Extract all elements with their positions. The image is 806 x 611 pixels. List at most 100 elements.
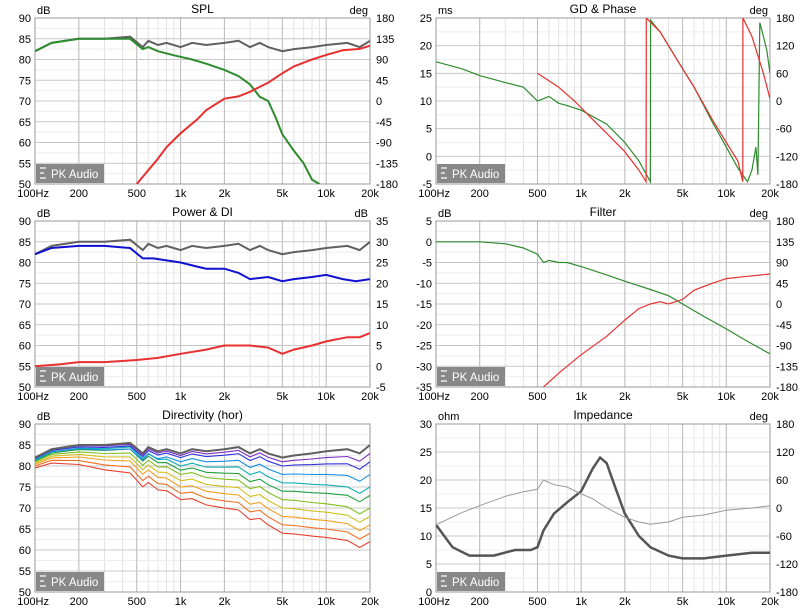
plot-frame — [435, 17, 771, 185]
series-group — [35, 35, 370, 184]
y-tick-label: 55 — [19, 566, 31, 578]
y-right-tick-label: -60 — [776, 531, 792, 543]
y-tick-label: -5 — [422, 179, 432, 191]
y-tick-label: -5 — [422, 258, 432, 270]
y-tick-label: 20 — [420, 41, 432, 53]
series-line — [35, 332, 370, 368]
y-tick-label: 80 — [19, 55, 31, 67]
chart-title: GD & Phase — [570, 2, 637, 16]
y-right-tick-label: -5 — [376, 382, 386, 394]
y-right-tick-label: 180 — [776, 216, 794, 228]
y-unit-left: ms — [438, 5, 453, 17]
watermark-box — [437, 572, 505, 591]
series-line — [537, 18, 770, 184]
y-tick-label: 90 — [19, 13, 31, 25]
x-tick-label: 1k — [175, 596, 187, 608]
y-tick-label: 60 — [19, 138, 31, 150]
chart-title: Power & DI — [172, 205, 233, 219]
y-tick-label: 55 — [19, 361, 31, 373]
y-tick-label: 25 — [420, 13, 432, 25]
y-tick-label: 85 — [19, 440, 31, 452]
y-right-tick-label: 135 — [776, 237, 794, 249]
x-tick-label: 20k — [361, 391, 379, 403]
x-tick-label: 20k — [761, 391, 779, 403]
series-line — [35, 37, 320, 184]
x-tick-label: 20k — [361, 188, 379, 200]
y-tick-label: 90 — [19, 419, 31, 431]
y-right-tick-label: 5 — [376, 341, 382, 353]
series-line — [436, 479, 770, 526]
x-tick-label: 100Hz — [418, 188, 450, 200]
y-tick-label: -20 — [416, 320, 432, 332]
y-tick-label: 10 — [420, 531, 432, 543]
y-tick-label: 80 — [19, 461, 31, 473]
x-tick-label: 200 — [471, 596, 489, 608]
plot-frame — [34, 220, 371, 388]
y-right-tick-label: 45 — [776, 278, 788, 290]
y-unit-right: dB — [355, 208, 368, 220]
y-tick-label: 80 — [19, 258, 31, 270]
y-tick-label: 10 — [420, 96, 432, 108]
watermark: PK Audio — [437, 572, 505, 591]
series-group — [436, 455, 770, 560]
y-tick-label: 75 — [19, 482, 31, 494]
y-right-tick-label: 180 — [776, 13, 794, 25]
y-tick-label: 25 — [420, 447, 432, 459]
x-tick-label: 5k — [277, 596, 289, 608]
series-line — [436, 455, 770, 560]
y-tick-label: 55 — [19, 158, 31, 170]
y-tick-label: 60 — [19, 545, 31, 557]
y-tick-label: 5 — [426, 124, 432, 136]
watermark-box — [36, 367, 104, 386]
y-unit-left: dB — [438, 208, 451, 220]
y-unit-left: dB — [37, 208, 50, 220]
x-tick-label: 10k — [717, 391, 735, 403]
y-tick-label: 15 — [420, 503, 432, 515]
series-line — [35, 451, 370, 515]
y-right-tick-label: -60 — [776, 124, 792, 136]
y-tick-label: -10 — [416, 278, 432, 290]
y-right-tick-label: -120 — [776, 559, 798, 571]
y-right-tick-label: 180 — [776, 419, 794, 431]
x-tick-label: 500 — [128, 391, 146, 403]
series-line — [35, 453, 370, 523]
x-tick-label: 500 — [528, 391, 546, 403]
x-tick-label: 10k — [317, 391, 335, 403]
watermark-box — [437, 164, 505, 183]
series-line — [35, 244, 370, 283]
y-right-tick-label: 120 — [776, 41, 794, 53]
x-tick-label: 1k — [575, 188, 587, 200]
y-right-tick-label: -120 — [776, 151, 798, 163]
y-right-tick-label: 0 — [776, 96, 782, 108]
chart-power-di: Power & DI dB dB 50 55 60 65 70 75 80 85 90 -5 0 5 10 15… — [17, 205, 388, 403]
x-tick-label: 10k — [317, 596, 335, 608]
x-tick-label: 2k — [619, 188, 631, 200]
y-unit-right: deg — [750, 411, 768, 423]
series-line — [136, 44, 370, 184]
chart-directivity: Directivity (hor) dB 50 55 60 65 70 75 80 85 90 100… — [17, 408, 379, 608]
x-tick-label: 100Hz — [17, 391, 49, 403]
x-tick-label: 200 — [70, 188, 88, 200]
y-right-tick-label: 0 — [776, 503, 782, 515]
x-tick-label: 100Hz — [418, 596, 450, 608]
watermark-text: PK Audio — [452, 577, 499, 589]
series-line — [436, 241, 770, 355]
y-tick-label: -30 — [416, 361, 432, 373]
x-tick-label: 1k — [575, 391, 587, 403]
watermark-text: PK Audio — [51, 372, 98, 384]
series-line — [35, 441, 370, 459]
chart-title: Filter — [590, 205, 617, 219]
y-tick-label: 65 — [19, 320, 31, 332]
y-right-tick-label: -45 — [776, 320, 792, 332]
watermark: PK Audio — [437, 367, 505, 386]
x-tick-label: 2k — [619, 596, 631, 608]
y-unit-right: deg — [750, 5, 768, 17]
x-tick-label: 5k — [277, 391, 289, 403]
watermark-text: PK Audio — [452, 372, 499, 384]
y-tick-label: 0 — [426, 587, 432, 599]
y-tick-label: 20 — [420, 475, 432, 487]
pk-logo-icon — [441, 575, 447, 587]
series-line — [35, 456, 370, 532]
chart-spl: SPL dB deg 50 55 60 65 70 75 80 85 90 -180 -135 -90 -45… — [17, 2, 398, 200]
